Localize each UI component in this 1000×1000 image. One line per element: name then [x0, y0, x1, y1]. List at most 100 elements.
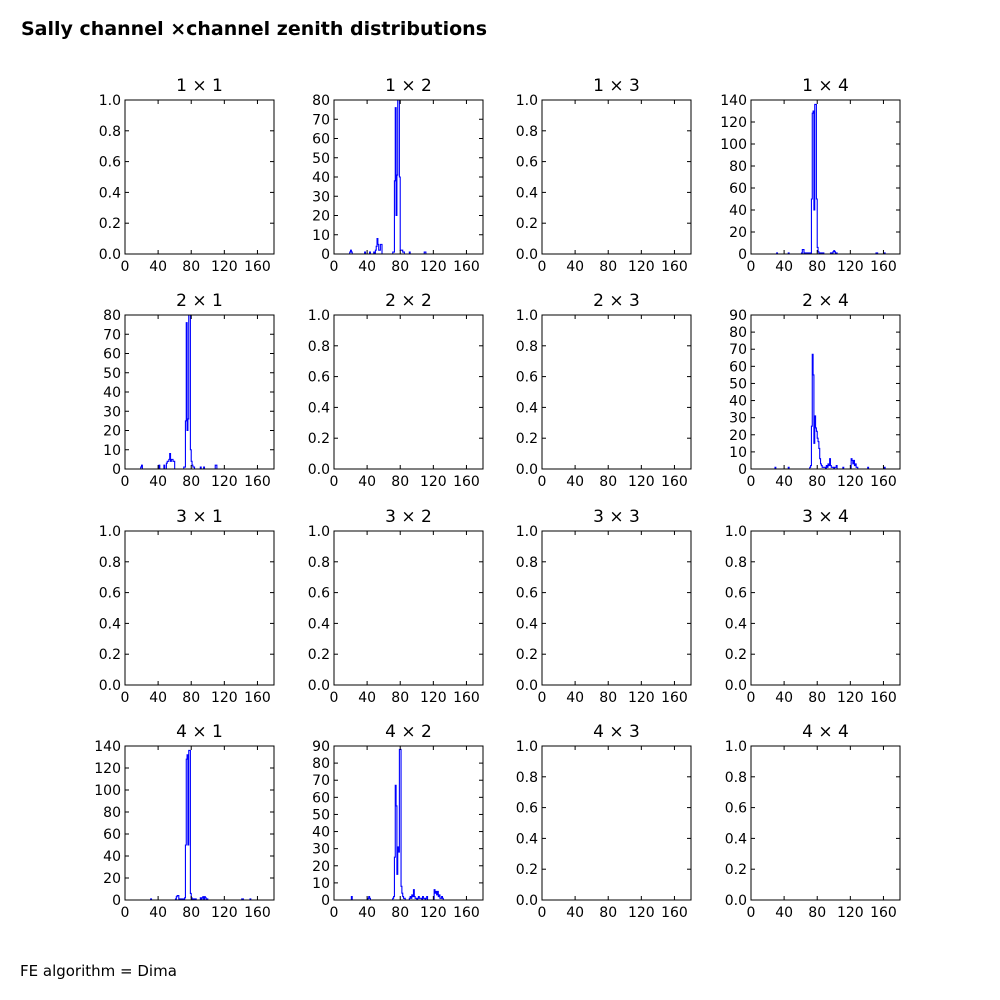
- histogram-series: [751, 103, 900, 254]
- subplot-title: 3 × 3: [593, 507, 640, 527]
- subplot: 1 × 3 0 40 80 120 160 0.0 0.2 0.4 0.6 0.8 1.0: [516, 76, 692, 275]
- y-tick-label: 20: [312, 209, 330, 225]
- y-tick-label: 0: [321, 247, 330, 263]
- y-tick-label: 0.2: [725, 862, 747, 878]
- plot-frame: [124, 314, 275, 470]
- x-tick-label: 40: [775, 474, 793, 490]
- y-tick-label: 0.4: [99, 616, 121, 632]
- x-tick-label: 0: [121, 259, 130, 275]
- plot-frame: [124, 745, 275, 901]
- x-tick-label: 160: [453, 259, 480, 275]
- subplot-title: 1 × 3: [593, 76, 640, 96]
- y-tick-label: 0.8: [516, 770, 538, 786]
- y-tick-label: 0.2: [516, 647, 538, 663]
- y-tick-label: 80: [312, 756, 330, 772]
- y-tick-label: 0.6: [516, 370, 538, 386]
- y-tick-label: 0.4: [516, 185, 538, 201]
- x-tick-label: 80: [808, 474, 826, 490]
- x-tick-label: 0: [538, 905, 547, 921]
- x-tick-label: 0: [330, 259, 339, 275]
- x-tick-label: 0: [747, 474, 756, 490]
- y-tick-label: 0.6: [516, 155, 538, 171]
- y-tick-label: 90: [729, 308, 747, 324]
- y-tick-label: 0.4: [308, 400, 330, 416]
- x-tick-label: 80: [599, 474, 617, 490]
- x-tick-label: 120: [837, 905, 864, 921]
- y-tick-label: 80: [312, 93, 330, 109]
- subplot: 1 × 1 0 40 80 120 160 0.0 0.2 0.4 0.6 0.8 1.0: [99, 76, 275, 275]
- x-tick-label: 120: [837, 690, 864, 706]
- x-tick-label: 160: [244, 474, 271, 490]
- y-tick-label: 0.8: [516, 339, 538, 355]
- x-tick-label: 40: [358, 690, 376, 706]
- y-tick-label: 140: [720, 93, 747, 109]
- x-tick-label: 120: [420, 690, 447, 706]
- y-tick-label: 0.6: [725, 586, 747, 602]
- y-tick-label: 0.2: [308, 431, 330, 447]
- x-tick-label: 40: [566, 474, 584, 490]
- x-tick-label: 160: [870, 690, 897, 706]
- y-tick-label: 100: [94, 783, 121, 799]
- subplot-title: 4 × 4: [802, 722, 849, 742]
- plot-frame: [541, 745, 692, 901]
- y-tick-label: 0: [112, 462, 121, 478]
- x-tick-label: 120: [420, 259, 447, 275]
- y-tick-label: 0.8: [99, 124, 121, 140]
- subplot-title: 3 × 2: [385, 507, 432, 527]
- x-tick-label: 0: [747, 690, 756, 706]
- x-tick-label: 40: [566, 259, 584, 275]
- y-tick-label: 0.6: [99, 155, 121, 171]
- x-tick-label: 160: [661, 259, 688, 275]
- x-tick-label: 120: [837, 474, 864, 490]
- x-tick-label: 160: [870, 474, 897, 490]
- x-tick-label: 160: [870, 905, 897, 921]
- plot-frame: [333, 530, 484, 686]
- y-tick-label: 40: [312, 825, 330, 841]
- y-tick-label: 0.4: [308, 616, 330, 632]
- y-tick-label: 60: [312, 790, 330, 806]
- subplot-title: 2 × 1: [176, 291, 223, 311]
- y-tick-label: 100: [720, 137, 747, 153]
- x-tick-label: 40: [358, 259, 376, 275]
- y-tick-label: 30: [103, 404, 121, 420]
- y-tick-label: 10: [103, 443, 121, 459]
- subplot-title: 1 × 1: [176, 76, 223, 96]
- y-tick-label: 0.6: [516, 586, 538, 602]
- y-tick-label: 0.8: [516, 555, 538, 571]
- x-tick-label: 80: [808, 905, 826, 921]
- x-tick-label: 80: [808, 259, 826, 275]
- y-tick-label: 0.2: [99, 216, 121, 232]
- y-tick-label: 0.4: [725, 831, 747, 847]
- y-tick-label: 1.0: [308, 308, 330, 324]
- x-tick-label: 80: [391, 690, 409, 706]
- y-tick-label: 0: [321, 893, 330, 909]
- y-tick-label: 1.0: [99, 93, 121, 109]
- plot-frame: [750, 99, 901, 255]
- x-tick-label: 40: [358, 474, 376, 490]
- y-tick-label: 0.6: [99, 586, 121, 602]
- y-tick-label: 0.2: [99, 647, 121, 663]
- x-tick-label: 160: [453, 905, 480, 921]
- plot-frame: [124, 99, 275, 255]
- x-tick-label: 120: [628, 905, 655, 921]
- y-tick-label: 30: [312, 842, 330, 858]
- subplot-title: 4 × 1: [176, 722, 223, 742]
- x-tick-label: 40: [566, 690, 584, 706]
- y-tick-label: 0.6: [308, 586, 330, 602]
- y-tick-label: 120: [720, 115, 747, 131]
- x-tick-label: 80: [599, 905, 617, 921]
- y-tick-label: 0.8: [516, 124, 538, 140]
- y-tick-label: 0.2: [725, 647, 747, 663]
- x-tick-label: 80: [182, 690, 200, 706]
- y-tick-label: 0.8: [308, 339, 330, 355]
- x-tick-label: 120: [837, 259, 864, 275]
- x-tick-label: 160: [870, 259, 897, 275]
- x-tick-label: 80: [182, 905, 200, 921]
- y-tick-label: 120: [94, 761, 121, 777]
- x-tick-label: 0: [121, 905, 130, 921]
- y-tick-label: 70: [103, 327, 121, 343]
- y-tick-label: 0.2: [516, 862, 538, 878]
- x-tick-label: 80: [599, 259, 617, 275]
- x-tick-label: 80: [808, 690, 826, 706]
